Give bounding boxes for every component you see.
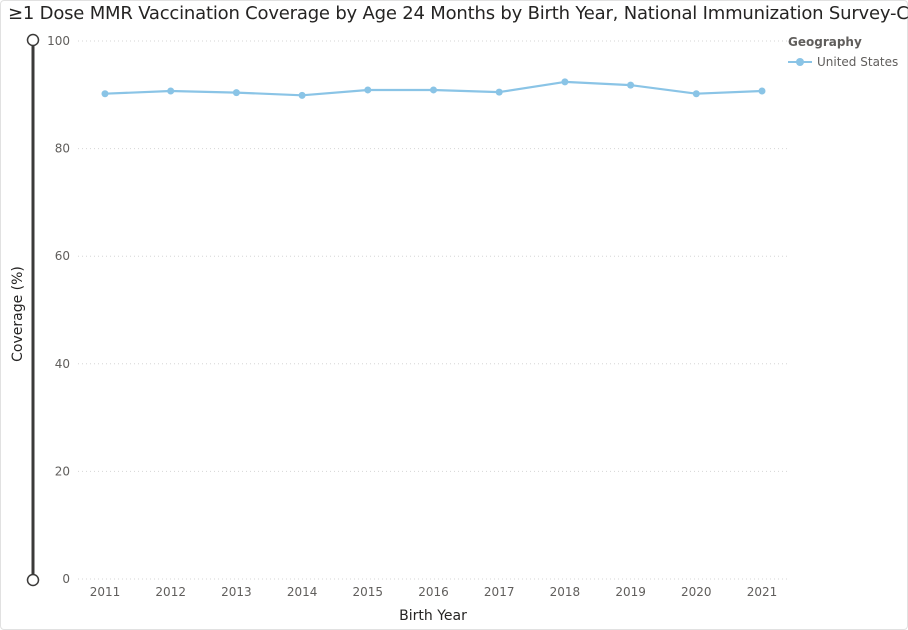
x-axis-title: Birth Year bbox=[399, 608, 467, 624]
data-point[interactable] bbox=[364, 86, 372, 94]
data-point[interactable] bbox=[758, 87, 766, 95]
y-tick-label: 60 bbox=[55, 249, 70, 263]
x-tick-label: 2019 bbox=[615, 585, 646, 599]
x-tick-label: 2017 bbox=[484, 585, 515, 599]
zoom-slider-top-handle[interactable] bbox=[26, 33, 40, 47]
x-tick-label: 2014 bbox=[287, 585, 318, 599]
grid-lines bbox=[78, 40, 790, 580]
legend-label: United States bbox=[817, 55, 898, 69]
data-point[interactable] bbox=[692, 90, 700, 98]
data-point[interactable] bbox=[430, 86, 437, 94]
y-axis-title: Coverage (%) bbox=[10, 266, 26, 362]
data-point[interactable] bbox=[232, 89, 240, 97]
series-layer bbox=[101, 78, 766, 99]
x-tick-label: 2011 bbox=[90, 585, 121, 599]
x-tick-label: 2016 bbox=[418, 585, 449, 599]
y-tick-label: 20 bbox=[55, 464, 70, 478]
legend-item-united-states[interactable]: United States bbox=[788, 55, 898, 69]
chart-title: ≥1 Dose MMR Vaccination Coverage by Age … bbox=[8, 3, 908, 24]
data-point[interactable] bbox=[495, 88, 503, 96]
data-point[interactable] bbox=[561, 78, 569, 86]
y-tick-label: 0 bbox=[62, 572, 70, 586]
y-axis-zoom-slider[interactable] bbox=[26, 33, 40, 587]
x-tick-label: 2015 bbox=[353, 585, 384, 599]
data-point[interactable] bbox=[101, 90, 109, 98]
data-point[interactable] bbox=[627, 81, 635, 89]
x-tick-label: 2020 bbox=[681, 585, 712, 599]
data-point[interactable] bbox=[298, 91, 306, 99]
data-point[interactable] bbox=[167, 87, 175, 95]
x-tick-label: 2013 bbox=[221, 585, 252, 599]
legend-title: Geography bbox=[788, 35, 862, 49]
x-tick-label: 2012 bbox=[155, 585, 186, 599]
x-tick-label: 2021 bbox=[747, 585, 778, 599]
y-axis-ticks: 0 20 40 60 80 100 bbox=[47, 34, 70, 586]
zoom-slider-bottom-handle[interactable] bbox=[26, 573, 40, 587]
legend-dot-marker bbox=[796, 58, 804, 66]
y-tick-label: 80 bbox=[55, 142, 70, 156]
legend: Geography United States bbox=[788, 35, 898, 69]
x-tick-label: 2018 bbox=[550, 585, 581, 599]
y-tick-label: 100 bbox=[47, 34, 70, 48]
y-tick-label: 40 bbox=[55, 357, 70, 371]
x-axis-ticks: 2011 2012 2013 2014 2015 2016 2017 2018 2019 2020… bbox=[90, 585, 778, 599]
